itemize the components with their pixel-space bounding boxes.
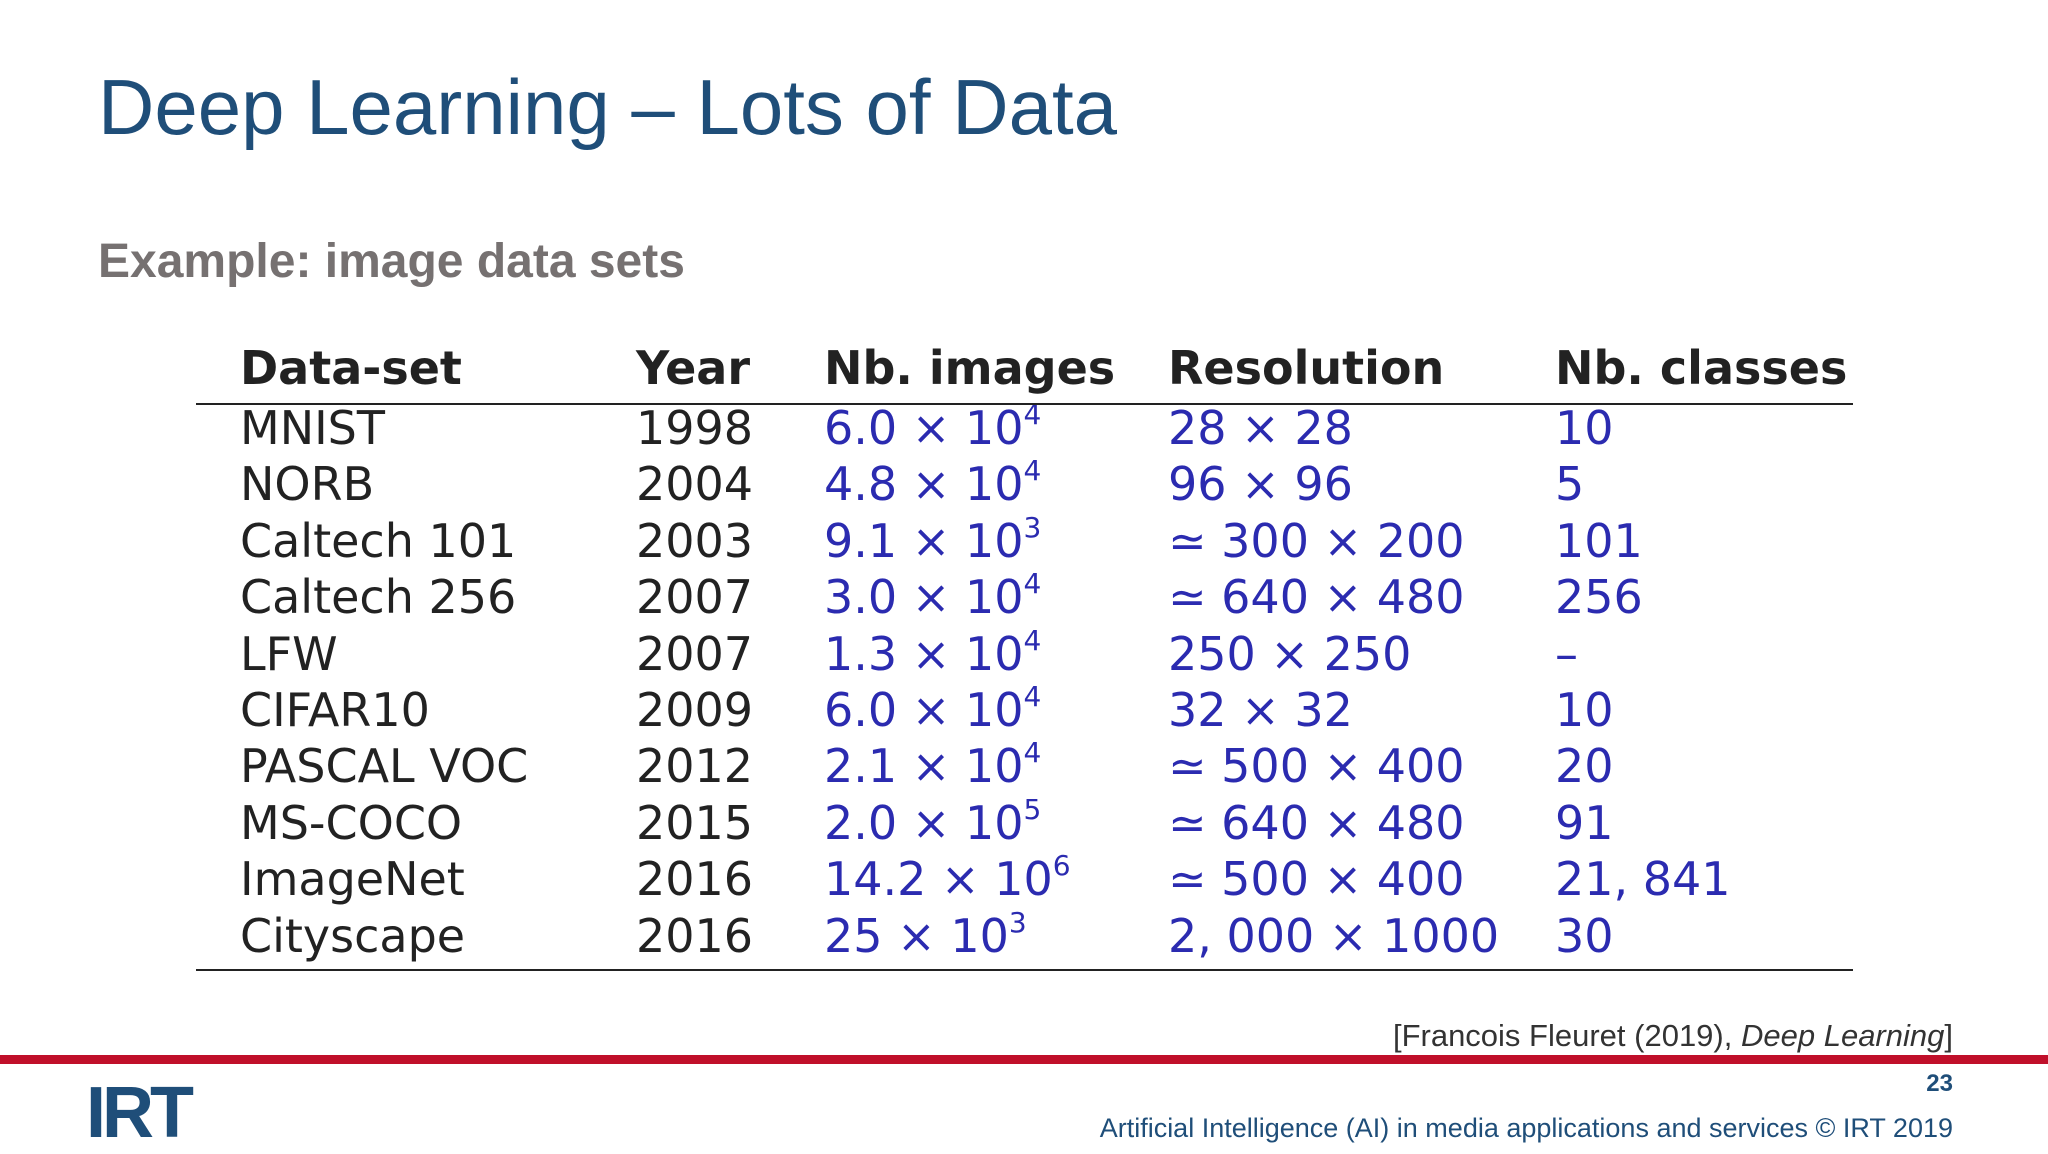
exponent: 3 [1023, 510, 1042, 544]
mantissa: 1.3 × 10 [824, 626, 1024, 681]
subtitle: Example: image data sets [98, 235, 685, 288]
table-cell: MS-COCO [240, 795, 463, 850]
mantissa: 4.8 × 10 [824, 457, 1024, 512]
table-cell: 2016 [636, 852, 754, 907]
table-cell: 2016 [636, 908, 754, 963]
mantissa: 2.0 × 10 [824, 795, 1024, 850]
table-cell: 91 [1555, 795, 1614, 850]
table-cell: MNIST [240, 401, 385, 455]
table-cell: 1998 [636, 401, 754, 455]
exponent: 4 [1023, 398, 1042, 431]
table-cell: 6.0 × 104 [824, 682, 1041, 738]
table-cell: 2015 [636, 795, 754, 850]
exponent: 4 [1023, 680, 1042, 713]
table-cell: 2, 000 × 1000 [1168, 908, 1500, 963]
exponent: 4 [1023, 454, 1042, 488]
table-cell: 2004 [636, 457, 754, 512]
table-cell: NORB [240, 457, 375, 512]
table-cell: 101 [1555, 513, 1643, 568]
table-cell: 2.1 × 104 [824, 738, 1041, 794]
table-cell: 30 [1555, 908, 1614, 963]
table-cell: PASCAL VOC [240, 739, 529, 794]
mantissa: 2.1 × 10 [824, 739, 1024, 794]
mantissa: 6.0 × 10 [824, 683, 1024, 737]
slide-title: Deep Learning – Lots of Data [98, 63, 1118, 151]
table-cell: 2.0 × 105 [824, 795, 1041, 851]
exponent: 4 [1023, 623, 1042, 657]
table-cell: LFW [240, 626, 338, 681]
table-cell: ImageNet [240, 852, 465, 907]
exponent: 3 [1008, 905, 1027, 939]
table-cell: 96 × 96 [1168, 457, 1353, 512]
table-cell: 250 × 250 [1168, 626, 1412, 681]
mantissa: 6.0 × 10 [824, 401, 1024, 455]
mantissa: 3.0 × 10 [824, 570, 1024, 625]
exponent: 6 [1052, 849, 1071, 883]
table-cell: 10 [1555, 683, 1614, 737]
header-cell: Nb. images [824, 341, 1116, 395]
header-cell: Year [636, 341, 751, 395]
exponent: 5 [1023, 792, 1042, 826]
table-cell: 32 × 32 [1168, 683, 1353, 737]
table-cell: ≃ 300 × 200 [1168, 513, 1465, 568]
mantissa: 9.1 × 10 [824, 513, 1024, 568]
table-cell: 2007 [636, 626, 754, 681]
table-cell: 9.1 × 103 [824, 513, 1041, 569]
table-cell: – [1555, 626, 1578, 681]
table-cell: 4.8 × 104 [824, 456, 1041, 512]
table-cell: 2009 [636, 683, 754, 737]
table-cell: 2007 [636, 570, 754, 625]
citation: [Francois Fleuret (2019), Deep Learning] [1393, 1018, 1953, 1054]
table-cell: Caltech 256 [240, 570, 517, 625]
mantissa: 14.2 × 10 [824, 852, 1053, 907]
table-cell: ≃ 640 × 480 [1168, 795, 1465, 850]
table-cell: 28 × 28 [1168, 401, 1353, 455]
table-cell: 14.2 × 106 [824, 851, 1071, 907]
table-cell: ≃ 500 × 400 [1168, 739, 1465, 794]
table-cell: Cityscape [240, 908, 466, 963]
header-cell: Data-set [240, 341, 462, 395]
table-cell: 25 × 103 [824, 908, 1027, 964]
table-cell: Caltech 101 [240, 513, 517, 568]
mantissa: 25 × 10 [824, 908, 1009, 963]
table-cell: 3.0 × 104 [824, 569, 1041, 625]
citation-title: Deep Learning [1740, 1018, 1945, 1053]
table-cell: 256 [1555, 570, 1643, 625]
table-cell: 20 [1555, 739, 1614, 794]
table-cell: CIFAR10 [240, 683, 430, 737]
header-cell: Resolution [1168, 341, 1445, 395]
header-cell: Nb. classes [1555, 341, 1848, 395]
table-cell: 2012 [636, 739, 754, 794]
citation-text: ] [1944, 1018, 1953, 1053]
logo: IRT [86, 1073, 194, 1153]
table-cell: ≃ 500 × 400 [1168, 852, 1465, 907]
table-cell: 2003 [636, 513, 754, 568]
table-cell: 21, 841 [1555, 852, 1731, 907]
page-number: 23 [1926, 1070, 1953, 1097]
footer: Artificial Intelligence (AI) in media ap… [1099, 1113, 1953, 1143]
rule [196, 403, 1853, 405]
exponent: 4 [1023, 736, 1042, 770]
rule [196, 969, 1853, 971]
table-cell: 6.0 × 104 [824, 400, 1041, 456]
table-cell: 10 [1555, 401, 1614, 455]
table-cell: 5 [1555, 457, 1585, 512]
citation-text: [Francois Fleuret (2019), [1392, 1018, 1741, 1053]
exponent: 4 [1023, 567, 1042, 601]
table-cell: ≃ 640 × 480 [1168, 570, 1465, 625]
red-bar [0, 1055, 2048, 1064]
table-cell: 1.3 × 104 [824, 626, 1041, 682]
